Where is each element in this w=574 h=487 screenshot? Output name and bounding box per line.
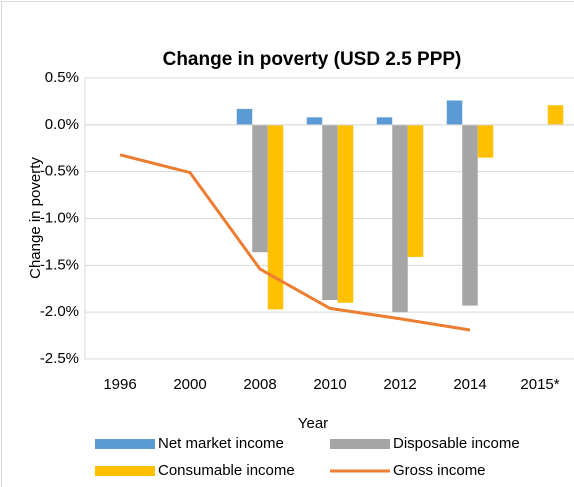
- y-tick-label: -2.5%: [40, 350, 79, 367]
- legend-label: Disposable income: [393, 435, 520, 452]
- y-tick-label: 0.0%: [45, 116, 79, 133]
- x-tick-label: 1996: [103, 376, 136, 393]
- legend-swatch: [330, 439, 390, 449]
- bar: [446, 100, 463, 125]
- legend-label: Gross income: [393, 462, 486, 479]
- legend-swatch: [95, 466, 155, 476]
- x-axis-label: Year: [298, 415, 328, 432]
- line-series: [119, 153, 471, 332]
- x-tick-label: 2015*: [520, 376, 559, 393]
- legend-label: Consumable income: [158, 462, 295, 479]
- y-tick-label: -2.0%: [40, 303, 79, 320]
- x-tick-label: 2014: [453, 376, 486, 393]
- bar: [376, 117, 393, 125]
- legend-swatch: [95, 439, 155, 449]
- bar: [306, 117, 323, 125]
- bar: [322, 124, 338, 300]
- chart-title: Change in poverty (USD 2.5 PPP): [163, 49, 462, 70]
- x-tick-label: 2010: [313, 376, 346, 393]
- y-tick-label: -0.5%: [40, 163, 79, 180]
- x-tick-label: 2000: [173, 376, 206, 393]
- bar: [407, 124, 424, 257]
- bar: [462, 124, 478, 306]
- bar: [236, 108, 253, 125]
- bar: [547, 105, 564, 125]
- y-axis-label: Change in poverty: [27, 157, 44, 279]
- x-tick-label: 2012: [383, 376, 416, 393]
- x-tick-label: 2008: [243, 376, 276, 393]
- bar: [477, 124, 494, 158]
- bar: [267, 124, 284, 310]
- bar: [392, 124, 408, 313]
- y-tick-label: -1.5%: [40, 256, 79, 273]
- bar: [252, 124, 268, 253]
- y-tick-label: 0.5%: [45, 69, 79, 86]
- y-tick-label: -1.0%: [40, 209, 79, 226]
- bar: [337, 124, 354, 303]
- legend-label: Net market income: [158, 435, 284, 452]
